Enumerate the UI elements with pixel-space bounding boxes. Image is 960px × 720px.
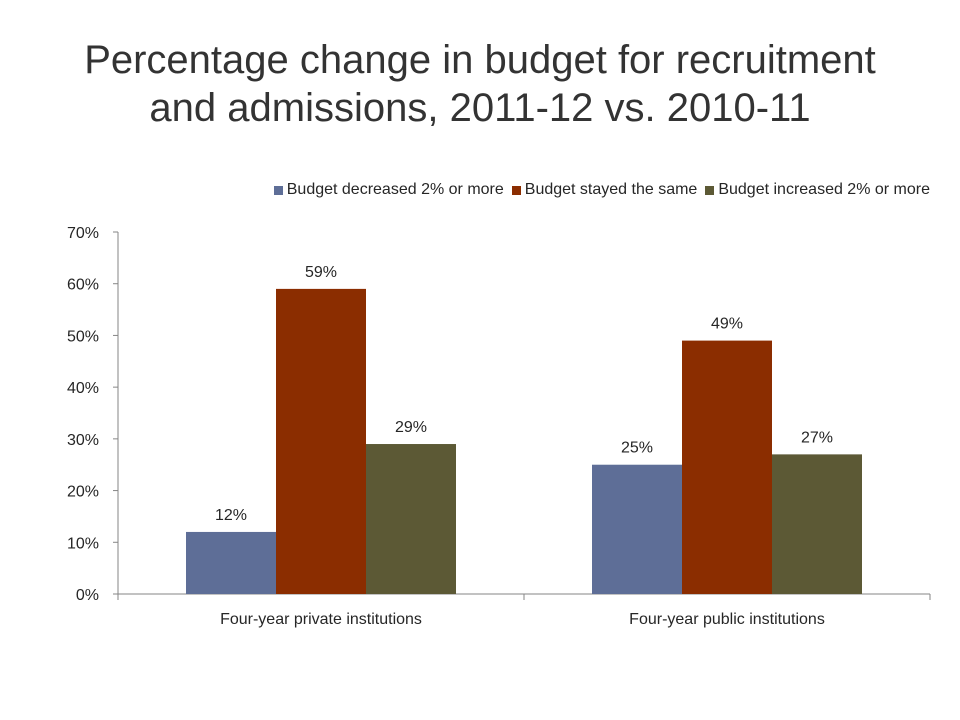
chart-legend: Budget decreased 2% or more Budget staye…: [0, 178, 960, 202]
bar: [276, 288, 366, 594]
data-label: 12%: [215, 507, 247, 524]
bar: [592, 464, 682, 594]
chart-title-line-1: Percentage change in budget for recruitm…: [84, 38, 876, 82]
legend-item-same: Budget stayed the same: [511, 178, 698, 202]
data-label: 59%: [305, 264, 337, 281]
bar: [682, 340, 772, 594]
legend-item-decreased: Budget decreased 2% or more: [273, 178, 504, 202]
legend-swatch-same: [511, 185, 521, 195]
legend-label-decreased: Budget decreased 2% or more: [286, 181, 504, 198]
data-label: 27%: [801, 429, 833, 446]
data-label: 29%: [395, 419, 427, 436]
x-tick-label: Four-year private institutions: [220, 611, 422, 628]
legend-swatch-increased: [705, 185, 715, 195]
data-label: 49%: [711, 316, 743, 333]
bar: [186, 531, 276, 594]
chart-title: Percentage change in budget for recruitm…: [0, 36, 960, 132]
data-label: 25%: [621, 440, 653, 457]
y-tick-label: 70%: [67, 225, 99, 242]
x-tick-label: Four-year public institutions: [629, 611, 825, 628]
y-tick-label: 20%: [67, 484, 99, 501]
y-tick-label: 40%: [67, 380, 99, 397]
bar: [366, 444, 456, 594]
y-tick-label: 10%: [67, 535, 99, 552]
y-tick-label: 60%: [67, 277, 99, 294]
legend-label-increased: Budget increased 2% or more: [718, 181, 930, 198]
y-tick-label: 50%: [67, 328, 99, 345]
y-tick-label: 30%: [67, 432, 99, 449]
legend-swatch-decreased: [273, 185, 283, 195]
legend-label-same: Budget stayed the same: [524, 181, 698, 198]
bar: [772, 454, 862, 594]
y-tick-label: 0%: [76, 587, 99, 604]
chart-title-line-2: and admissions, 2011-12 vs. 2010-11: [149, 86, 811, 130]
legend-item-increased: Budget increased 2% or more: [705, 178, 930, 202]
